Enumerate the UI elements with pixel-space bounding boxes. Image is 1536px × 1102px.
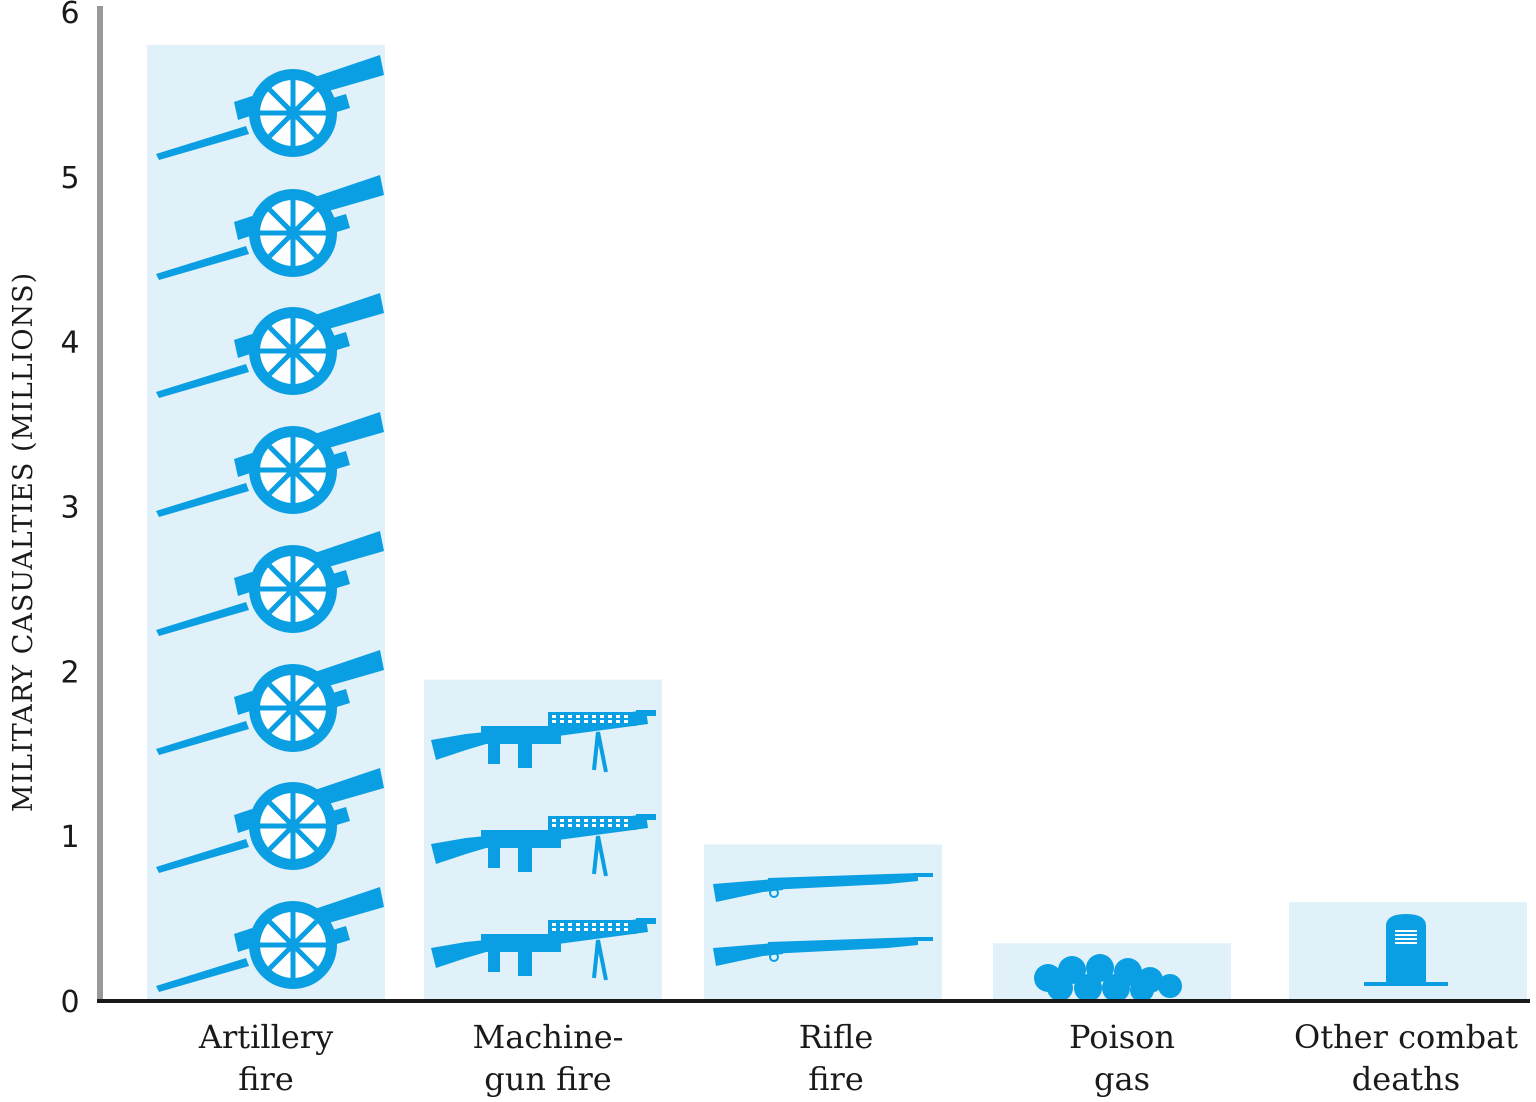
category-label-2: Rifle fire — [799, 1018, 874, 1098]
y-tick-label-2: 2 — [60, 655, 79, 690]
tombstone-icon — [1364, 914, 1448, 986]
cannon-icon — [156, 55, 384, 160]
cannon-icon — [156, 293, 384, 398]
category-label-0: Artillery fire — [198, 1018, 333, 1098]
machine-gun-icon — [431, 710, 656, 773]
y-tick-label-6: 6 — [60, 0, 79, 31]
rifle-icon — [713, 873, 933, 902]
gas-cloud-icon — [1034, 954, 1182, 1002]
cannon-icon — [156, 175, 384, 280]
machine-gun-icon — [431, 918, 656, 981]
y-tick-label-0: 0 — [60, 985, 79, 1020]
y-tick-label-4: 4 — [60, 326, 79, 361]
cannon-icon — [156, 887, 384, 992]
y-axis-title: MILITARY CASUALTIES (MILLIONS) — [8, 272, 39, 812]
y-tick-label-3: 3 — [60, 491, 79, 526]
cannon-icon — [156, 768, 384, 873]
category-label-3: Poison gas — [1069, 1018, 1175, 1098]
category-label-4: Other combat deaths — [1294, 1018, 1518, 1098]
category-label-1: Machine-gun fire — [473, 1018, 624, 1098]
cannon-icon — [156, 650, 384, 755]
y-tick-label-1: 1 — [60, 820, 79, 855]
cannon-icon — [156, 531, 384, 636]
rifle-icon — [713, 937, 933, 966]
cannon-icon — [156, 412, 384, 517]
machine-gun-icon — [431, 814, 656, 877]
x-category-labels: Artillery fire Machine-gun fire Rifle fire Po… — [198, 1018, 1518, 1098]
icons-layer — [156, 55, 1448, 1002]
bar-2 — [704, 844, 942, 1001]
y-tick-label-5: 5 — [60, 161, 79, 196]
y-ticks: 0 1 2 3 4 5 6 — [60, 0, 79, 1020]
